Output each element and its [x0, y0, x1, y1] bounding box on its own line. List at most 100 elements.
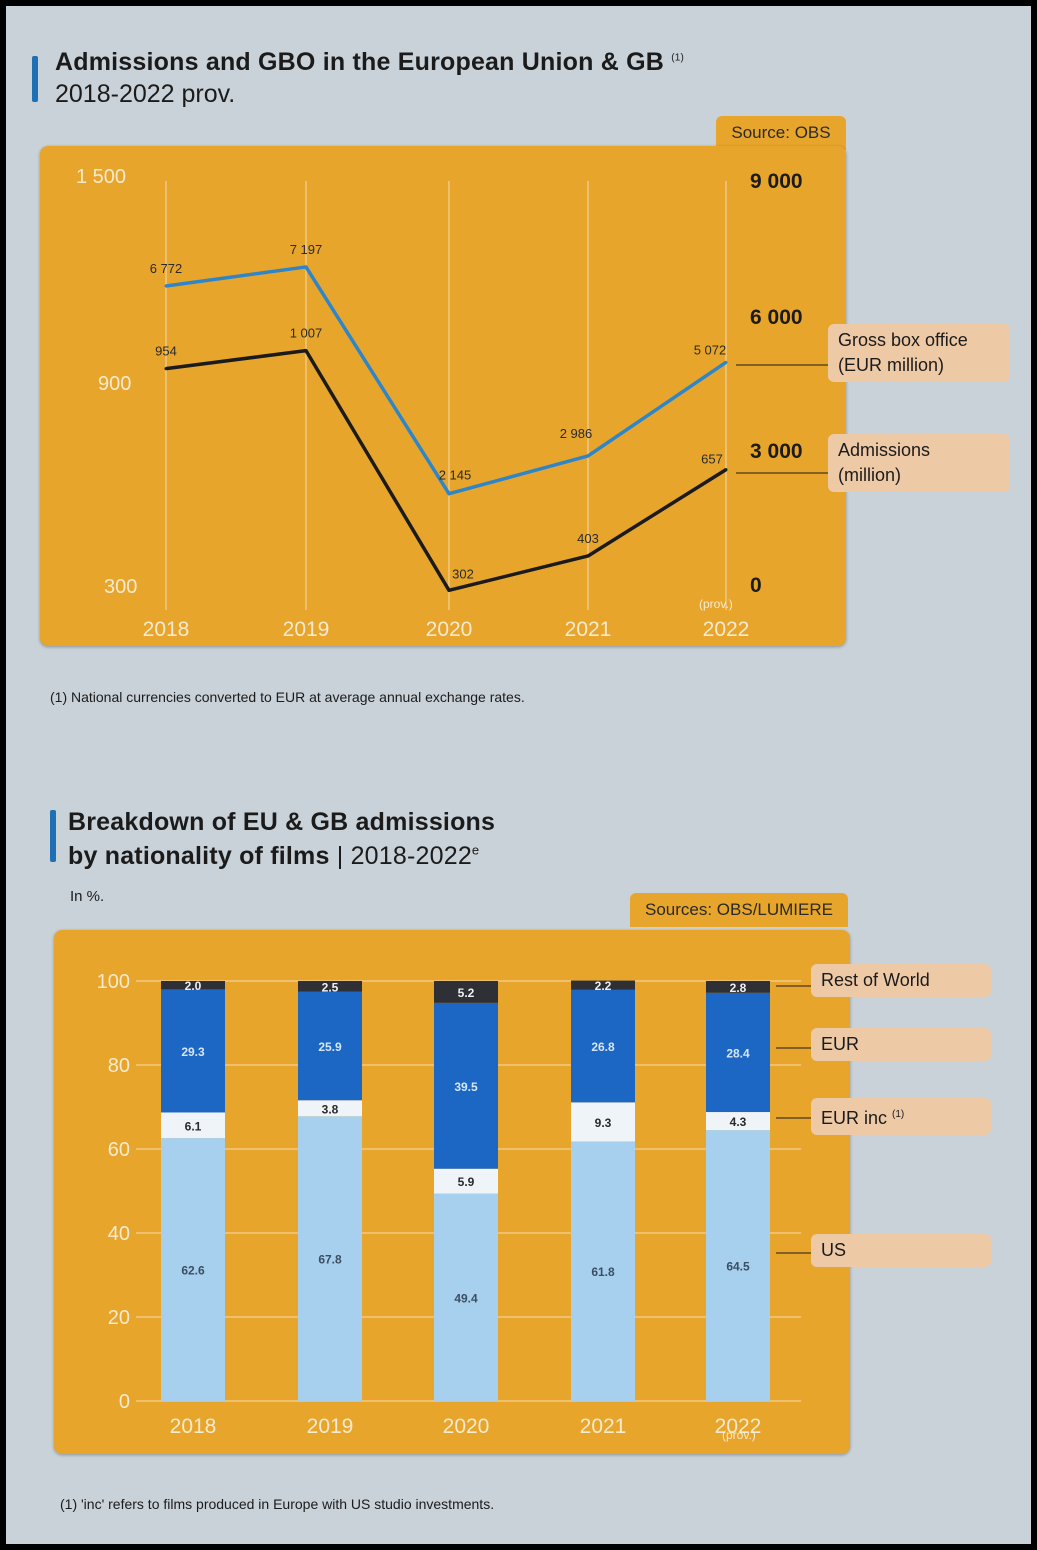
chart2-svg: 100 80 60 40 20 0 62.6 6.1 29.3 2.0 2018 67.8 3.8 25…: [97, 971, 818, 1438]
bar-value-label: 28.4: [726, 1046, 750, 1060]
bar-segment-eur-inc: [571, 1102, 635, 1142]
bar-segment-eur-inc: [434, 1168, 498, 1194]
x-tick-label: 2022: [703, 618, 750, 641]
page: Admissions and GBO in the European Union…: [6, 6, 1031, 1544]
chart2-source-tab: Sources: OBS/LUMIERE: [630, 893, 848, 927]
bar-value-label: 39.5: [454, 1080, 478, 1094]
chart2-bars: 62.6 6.1 29.3 2.0 2018 67.8 3.8 25.9 2.5 2019 49.4…: [161, 979, 770, 1438]
bar-segment-rest-of-world: [706, 981, 770, 993]
admissions-data-label: 302: [452, 566, 474, 581]
gbo-point: [586, 454, 590, 458]
bar-segment-eur: [706, 992, 770, 1113]
gross-box-office-line: [165, 265, 727, 496]
bar-segment-rest-of-world: [161, 981, 225, 990]
chart1-marks: 2018 2019 2020 2021 2022 6 772 7 197 2 145 2 986…: [143, 242, 750, 641]
gbo-point: [304, 265, 308, 269]
bar-segment-eur: [571, 989, 635, 1103]
bar-value-label: 2.0: [185, 979, 202, 993]
bar-value-label: 2.5: [322, 980, 339, 994]
bar-value-label: 62.6: [181, 1264, 205, 1278]
admissions-data-label: 1 007: [290, 326, 323, 341]
chart2-title-line2: by nationality of films | 2018-2022e: [68, 842, 480, 870]
x-tick-label: 2021: [580, 1415, 627, 1438]
bar-segment-rest-of-world: [434, 981, 498, 1003]
left-axis-label: 1 500: [76, 166, 127, 188]
bar-value-label: 5.9: [458, 1175, 475, 1189]
chart2-prov-label: (prov.): [722, 1428, 756, 1442]
bar-value-label: 3.8: [322, 1102, 339, 1116]
bar-value-label: 6.1: [185, 1119, 202, 1133]
gbo-data-label: 5 072: [694, 342, 727, 357]
gbo-data-label: 2 986: [560, 426, 593, 441]
x-tick-label: 2018: [170, 1415, 217, 1438]
bar-value-label: 29.3: [181, 1045, 205, 1059]
legend-eur: EUR: [811, 1028, 991, 1061]
bar-segment-us: [571, 1141, 635, 1401]
chart1-footnote: (1) National currencies converted to EUR…: [50, 689, 525, 705]
y-tick-label: 0: [119, 1391, 130, 1413]
title-accent-bar: [50, 810, 56, 862]
bar-segment-rest-of-world: [298, 981, 362, 992]
gbo-data-label: 2 145: [439, 468, 472, 483]
bar-value-label: 49.4: [454, 1291, 478, 1305]
legend-rest-of-world: Rest of World: [811, 964, 991, 997]
chart1-gridlines: [165, 181, 828, 610]
legend-gross-box-office: Gross box office (EUR million): [828, 324, 1010, 382]
bar-value-label: 4.3: [730, 1115, 747, 1129]
legend-us: US: [811, 1234, 991, 1267]
right-axis-label: 6 000: [750, 306, 803, 329]
bar-segment-us: [161, 1138, 225, 1401]
bar-segment-eur: [161, 989, 225, 1113]
y-tick-label: 40: [108, 1223, 130, 1245]
chart2-footnote: (1) 'inc' refers to films produced in Eu…: [60, 1496, 495, 1512]
y-tick-label: 80: [108, 1055, 130, 1077]
admissions-data-label: 657: [701, 452, 723, 467]
chart1-subtitle: 2018-2022 prov.: [55, 80, 236, 108]
bar-segment-us: [434, 1193, 498, 1401]
x-tick-label: 2018: [143, 618, 190, 641]
bar-value-label: 61.8: [591, 1265, 615, 1279]
bar-segment-eur: [434, 1002, 498, 1169]
bar-segment-eur: [298, 991, 362, 1101]
bar-segment-eur-inc: [298, 1100, 362, 1117]
title-accent-bar: [32, 56, 38, 102]
chart2-title-line1: Breakdown of EU & GB admissions: [68, 808, 496, 836]
bar-value-label: 2.2: [595, 979, 612, 993]
legend-eur-inc-note: (1): [892, 1109, 905, 1120]
chart2-title-sup: e: [471, 842, 480, 858]
admissions-data-label: 403: [577, 531, 599, 546]
gbo-point: [447, 492, 451, 496]
admissions-point: [304, 349, 308, 353]
y-tick-label: 100: [97, 971, 130, 993]
right-axis-label: 3 000: [750, 440, 803, 463]
bar-value-label: 9.3: [595, 1116, 612, 1130]
chart1-lines: [165, 265, 727, 593]
bar-segment-us: [298, 1116, 362, 1401]
admissions-data-label: 954: [155, 344, 177, 359]
legend-eur-inc: EUR inc (1): [811, 1098, 991, 1135]
legend-gbo-line2: (EUR million): [838, 355, 945, 375]
legend-admissions: Admissions (million): [828, 434, 1010, 492]
right-axis-label: 9 000: [750, 170, 803, 193]
right-axis-label: 0: [750, 574, 762, 597]
admissions-point: [164, 367, 168, 371]
bar-value-label: 5.2: [458, 986, 475, 1000]
admissions-point: [724, 468, 728, 472]
gbo-data-label: 6 772: [150, 261, 183, 276]
bar-value-label: 67.8: [318, 1253, 342, 1267]
x-tick-label: 2019: [307, 1415, 354, 1438]
bar-value-label: 26.8: [591, 1040, 615, 1054]
gbo-point: [724, 360, 728, 364]
chart1-panel: [40, 146, 846, 646]
legend-gbo-line1: Gross box office: [838, 330, 968, 350]
x-tick-label: 2020: [443, 1415, 490, 1438]
admissions-point: [586, 554, 590, 558]
chart1-prov-label: (prov.): [699, 597, 733, 611]
legend-adm-line1: Admissions: [838, 440, 931, 460]
bar-value-label: 64.5: [726, 1260, 750, 1274]
gbo-point: [164, 284, 168, 288]
legend-adm-line2: (million): [838, 465, 901, 485]
bar-segment-us: [706, 1130, 770, 1401]
chart1-title: Admissions and GBO in the European Union…: [55, 48, 685, 76]
left-axis-label: 300: [104, 576, 138, 598]
